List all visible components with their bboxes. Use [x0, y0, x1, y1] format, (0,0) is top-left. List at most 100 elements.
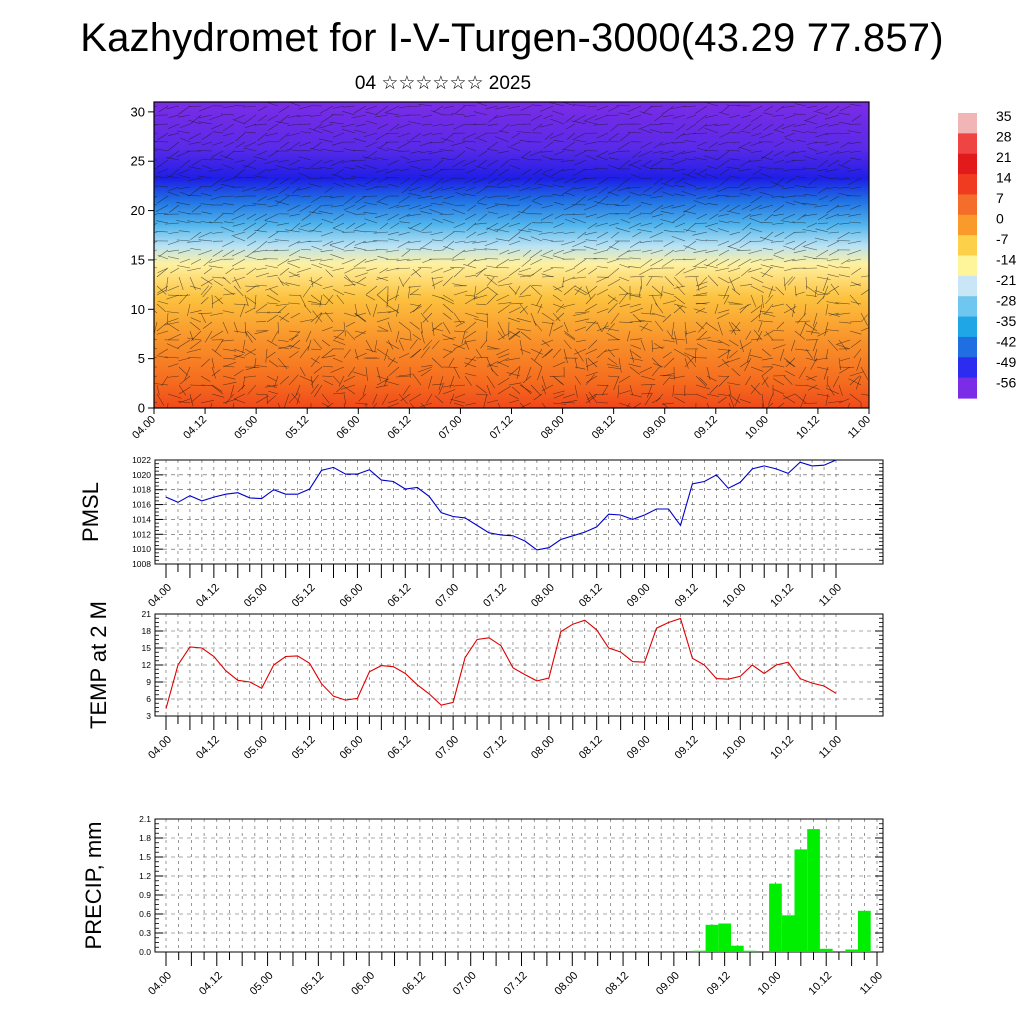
wind-barb	[156, 330, 169, 335]
wind-barb	[365, 105, 378, 110]
wind-barb	[442, 218, 455, 224]
wind-barb	[554, 285, 565, 291]
wind-barb	[585, 357, 589, 372]
wind-barb	[420, 369, 432, 377]
wind-barb	[758, 321, 763, 333]
wind-barb	[494, 114, 510, 119]
wind-barb	[731, 288, 741, 296]
wind-barb	[761, 294, 764, 308]
wind-barb	[372, 303, 378, 317]
wind-barb	[376, 276, 389, 282]
wind-barb	[585, 155, 598, 161]
wind-barb	[806, 222, 818, 228]
wind-barb	[739, 177, 752, 187]
x-tick-label: 06.12	[386, 414, 414, 442]
y-axis-title: PRECIP, mm	[81, 822, 106, 950]
wind-barb	[541, 173, 554, 179]
wind-barb	[467, 204, 477, 212]
wind-barb	[783, 168, 796, 172]
wind-barb	[585, 371, 598, 377]
wind-barb	[706, 366, 711, 381]
wind-barb	[750, 313, 761, 323]
wind-barb	[275, 121, 290, 125]
wind-barb	[772, 378, 785, 386]
wind-barb	[825, 213, 840, 220]
wind-barb	[681, 150, 697, 154]
wind-barb	[519, 195, 532, 201]
wind-barb	[156, 393, 165, 406]
wind-barb	[345, 330, 356, 341]
wind-barb	[508, 321, 510, 337]
wind-barb	[477, 159, 488, 167]
wind-barb	[464, 274, 476, 278]
wind-barb	[619, 264, 631, 269]
wind-barb	[584, 114, 598, 122]
wind-barb	[718, 375, 730, 387]
wind-barb	[375, 213, 389, 218]
wind-barb	[409, 222, 422, 230]
wind-barb	[729, 175, 741, 179]
wind-barb	[671, 236, 686, 242]
wind-barb	[768, 285, 774, 298]
wind-barb	[223, 365, 235, 368]
wind-barb	[421, 114, 433, 118]
wind-barb	[802, 213, 818, 217]
colorbar-swatch	[958, 377, 977, 399]
wind-barb	[379, 267, 389, 274]
wind-barb	[596, 105, 609, 111]
wind-barb	[164, 356, 180, 359]
wind-barb	[585, 361, 598, 368]
wind-barb	[803, 402, 818, 404]
wind-barb	[463, 193, 477, 197]
wind-barb	[189, 384, 206, 386]
x-tick-label: 07.12	[481, 582, 509, 610]
wind-barb	[574, 375, 581, 385]
wind-barb	[365, 141, 378, 148]
wind-barb	[583, 120, 598, 125]
wind-barb	[330, 253, 345, 260]
wind-barb	[639, 111, 653, 116]
y-tick-label: 1016	[132, 500, 151, 510]
wind-barb	[214, 295, 224, 305]
wind-barb	[659, 141, 675, 146]
wind-barb	[343, 349, 351, 359]
x-tick-label: 08.12	[603, 970, 631, 998]
wind-barb	[345, 321, 356, 328]
wind-barb	[730, 123, 741, 131]
wind-barb	[188, 166, 202, 170]
wind-barb	[154, 141, 169, 143]
wind-barb	[247, 240, 257, 247]
colorbar-swatch	[958, 214, 977, 236]
wind-barb	[473, 123, 488, 126]
wind-barb	[156, 220, 169, 224]
wind-barb	[728, 240, 741, 247]
wind-barb	[640, 375, 656, 381]
wind-barb	[574, 114, 587, 122]
x-tick-label: 09.00	[641, 414, 669, 442]
wind-barb	[157, 254, 169, 260]
cross-section-x-axis: 04.00 04.12 05.00 05.12 06.00 06.12 07.00 07.12…	[130, 408, 873, 442]
wind-barb	[740, 186, 752, 191]
wind-barb	[541, 273, 554, 278]
wind-barb	[278, 315, 290, 323]
wind-barb	[433, 159, 444, 169]
wind-barb	[267, 240, 279, 244]
wind-barb	[531, 267, 543, 276]
y-tick-label: 1020	[132, 470, 151, 480]
wind-barb	[817, 168, 829, 172]
wind-barb	[803, 240, 818, 247]
wind-barb	[231, 249, 246, 257]
wind-barb	[533, 393, 543, 401]
wind-barb	[773, 150, 785, 157]
wind-barb	[629, 338, 643, 341]
wind-barb	[387, 399, 398, 404]
wind-barb	[231, 213, 246, 221]
wind-barb	[475, 348, 482, 358]
wind-barb	[271, 330, 279, 343]
wind-barb	[466, 222, 477, 232]
wind-barb	[429, 186, 444, 194]
wind-barb	[299, 346, 310, 359]
wind-barb	[442, 349, 456, 359]
wind-barb	[562, 276, 565, 288]
page-title: Kazhydromet for I-V-Turgen-3000(43.29 77…	[80, 16, 944, 60]
